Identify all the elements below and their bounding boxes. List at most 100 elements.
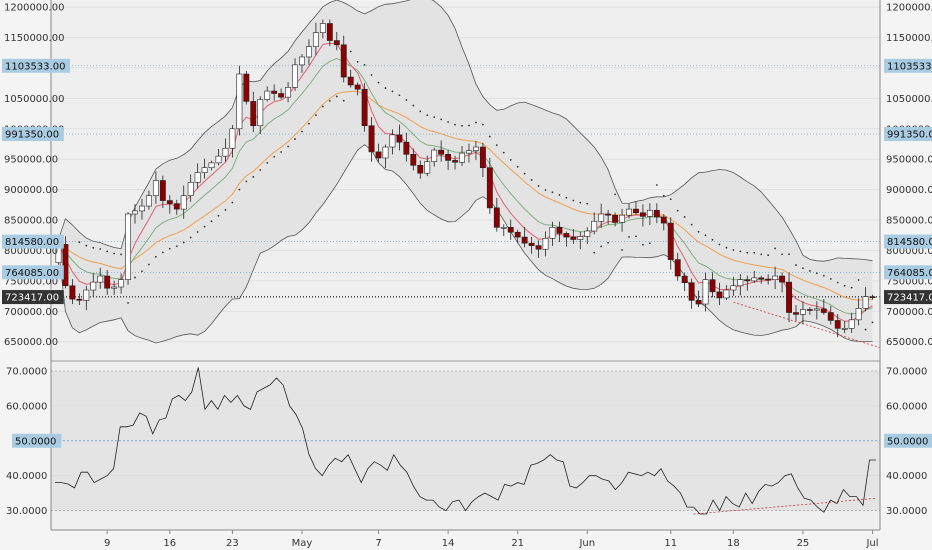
price-tick-label-left: 1050000.00 xyxy=(4,94,64,105)
candle-body xyxy=(793,312,799,315)
candle xyxy=(173,199,180,215)
candle xyxy=(152,171,159,204)
candle xyxy=(326,19,333,47)
sar-dot xyxy=(363,64,366,66)
candle xyxy=(667,217,674,270)
x-tick-label: 14 xyxy=(442,538,455,549)
sar-dot xyxy=(593,251,596,254)
sar-dot xyxy=(843,284,846,287)
candle-body xyxy=(125,213,131,280)
candle xyxy=(312,22,319,56)
candle-body xyxy=(591,220,598,232)
sar-dot xyxy=(287,145,289,148)
candle-body xyxy=(737,279,744,287)
price-badge-right: 764085.00 xyxy=(884,265,932,280)
candle-body xyxy=(834,320,841,329)
sar-dot xyxy=(398,94,401,97)
candle-body xyxy=(584,230,591,237)
sar-dot xyxy=(384,87,387,89)
candle xyxy=(396,124,403,151)
candle-body xyxy=(76,298,83,301)
price-badge-left: 814580.00 xyxy=(2,234,64,249)
candle xyxy=(292,58,298,91)
candle xyxy=(83,285,90,311)
candle-body xyxy=(772,275,779,280)
candle-body xyxy=(118,279,125,288)
sar-dot xyxy=(495,144,498,147)
price-badge-right-text: 814580.00 xyxy=(887,237,932,248)
price-badge-right-bg xyxy=(884,290,932,305)
candle xyxy=(869,294,876,300)
rsi-mid-badge-right-text: 50.0000 xyxy=(887,436,928,447)
sar-dot xyxy=(600,245,603,248)
price-tick-label-right: 700000.00 xyxy=(886,307,932,318)
price-badge-left: 723417.00 xyxy=(2,290,64,305)
candle-body xyxy=(577,236,584,240)
candle xyxy=(285,82,292,103)
sar-dot xyxy=(342,99,345,102)
candle xyxy=(222,138,229,162)
candle xyxy=(319,19,326,39)
candle xyxy=(598,203,605,229)
candle xyxy=(368,117,375,162)
candle xyxy=(786,272,792,323)
price-badge-left: 1103533.00 xyxy=(2,58,70,73)
rsi-tick-label-left: 30.0000 xyxy=(6,506,47,517)
candle xyxy=(800,301,806,325)
candle-body xyxy=(62,244,69,287)
candle xyxy=(716,282,723,306)
candle xyxy=(862,287,869,312)
price-badge-left-bg xyxy=(2,58,70,73)
candle xyxy=(389,129,396,155)
sar-dot xyxy=(683,216,686,218)
price-badge-right-text: 764085.00 xyxy=(887,268,932,279)
sar-dot xyxy=(711,238,714,241)
candle xyxy=(472,140,479,161)
sar-dot xyxy=(266,161,269,164)
sar-dot xyxy=(175,245,178,248)
sar-dot xyxy=(628,236,630,238)
candle xyxy=(702,272,709,312)
candle xyxy=(758,275,765,284)
candle-body xyxy=(479,146,486,169)
price-tick-label-left: 700000.00 xyxy=(4,307,58,318)
candle-body xyxy=(598,213,605,222)
candle xyxy=(187,174,194,202)
candle xyxy=(793,305,799,321)
price-badge-right: 723417.00 xyxy=(884,290,932,305)
sar-dot xyxy=(280,151,283,153)
candle-body xyxy=(667,222,674,260)
candle-body xyxy=(626,208,632,216)
candle xyxy=(834,314,841,338)
sar-dot xyxy=(231,201,234,204)
sar-dot xyxy=(829,277,832,280)
sar-dot xyxy=(815,272,818,275)
candle xyxy=(577,231,584,250)
candle xyxy=(166,195,173,214)
rsi-tick-label-left: 40.0000 xyxy=(6,471,47,482)
candle xyxy=(194,163,201,189)
candle-body xyxy=(702,279,709,305)
sar-dot xyxy=(196,231,199,233)
sar-dot xyxy=(335,95,338,98)
candle-body xyxy=(521,236,528,244)
candle-body xyxy=(723,289,730,299)
candle-body xyxy=(709,279,716,293)
sar-dot xyxy=(537,185,540,187)
candle xyxy=(452,155,459,170)
sar-dot xyxy=(154,255,157,258)
candle-body xyxy=(340,44,347,78)
rsi-tick-label-right: 40.0000 xyxy=(886,471,927,482)
candle-body xyxy=(806,309,813,311)
bollinger-upper-line xyxy=(58,0,873,262)
candle-body xyxy=(660,216,667,224)
candle xyxy=(765,274,772,285)
candle-body xyxy=(779,275,786,283)
candle-body xyxy=(639,212,646,217)
price-tick-label-left: 800000.00 xyxy=(4,246,58,257)
price-badge-left-text: 723417.00 xyxy=(5,293,59,304)
sar-dot xyxy=(447,121,450,123)
sar-dot xyxy=(572,199,575,202)
candle xyxy=(486,157,493,214)
